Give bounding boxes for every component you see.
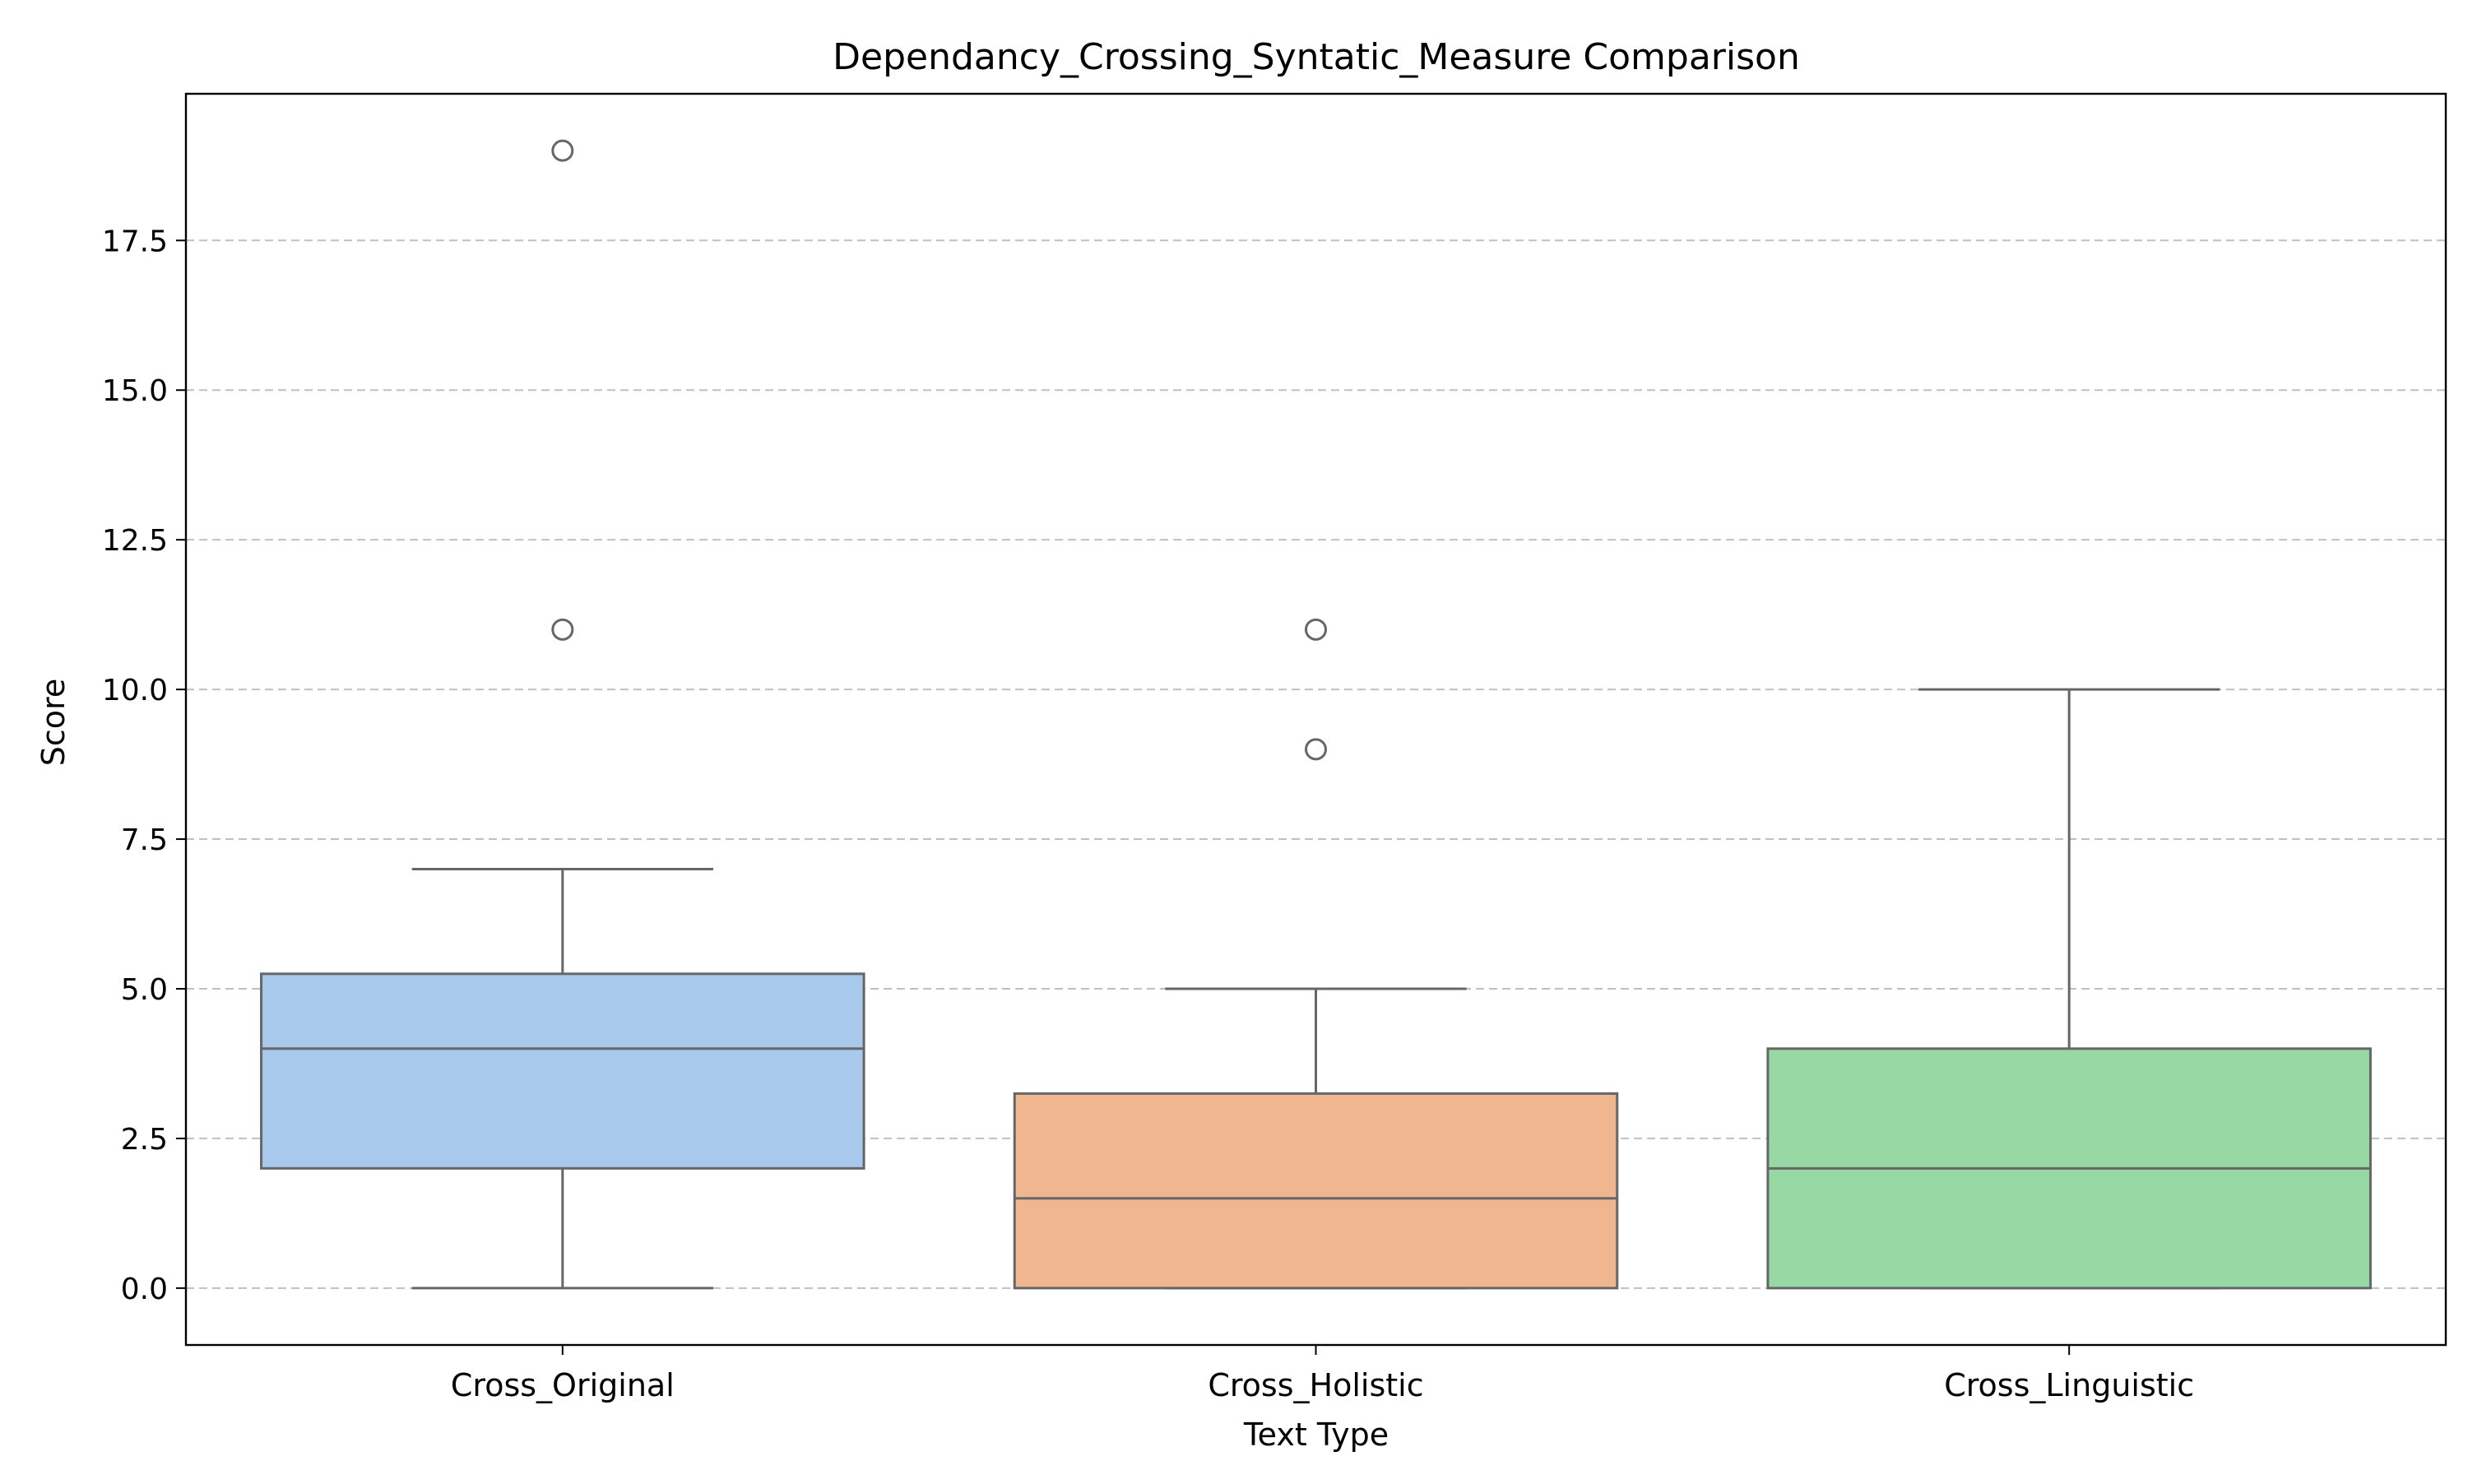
y-tick-label: 12.5 [102, 524, 168, 558]
x-tick-label: Cross_Holistic [1208, 1367, 1423, 1403]
y-tick-label: 15.0 [102, 374, 168, 408]
outlier-point [551, 618, 574, 641]
y-tick-label: 5.0 [121, 973, 168, 1007]
x-tick-label: Cross_Original [451, 1367, 675, 1403]
iqr-box [260, 972, 865, 1170]
iqr-box [1013, 1092, 1619, 1290]
chart-title: Dependancy_Crossing_Syntatic_Measure Com… [833, 36, 1800, 78]
y-tick-label: 10.0 [102, 674, 168, 707]
box-cross-linguistic [1766, 688, 2372, 1290]
outlier-point [1305, 738, 1327, 761]
box-cross-holistic [1013, 618, 1619, 1290]
x-axis: Cross_Original Cross_Holistic Cross_Lingui… [451, 1345, 2194, 1403]
y-tick-label: 17.5 [102, 225, 168, 258]
boxes-layer [260, 139, 2372, 1290]
outlier-point [1305, 618, 1327, 641]
y-tick-label: 7.5 [121, 823, 168, 857]
outlier-point [551, 139, 574, 162]
y-tick-label: 2.5 [121, 1123, 168, 1157]
x-tick-label: Cross_Linguistic [1944, 1367, 2194, 1403]
y-axis: 0.0 2.5 5.0 7.5 10.0 12.5 15.0 17.5 [102, 225, 186, 1306]
y-tick-label: 0.0 [121, 1273, 168, 1306]
box-cross-original [260, 139, 865, 1290]
y-axis-label: Score [35, 679, 72, 766]
x-axis-label: Text Type [1243, 1417, 1389, 1453]
